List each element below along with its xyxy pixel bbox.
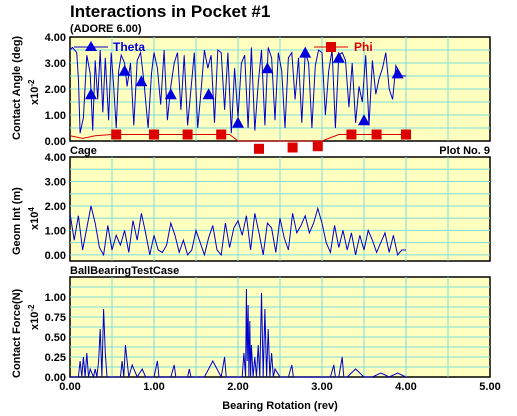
panel-2-plot-number: Plot No. 9 [439, 145, 490, 157]
theta-marker [391, 67, 404, 79]
panel-3-ylabel: Contact Force(N) [11, 288, 23, 378]
legend-theta-label: Theta [113, 40, 145, 54]
y-tick-label: 4.00 [45, 152, 66, 164]
panel-3-scale: x10-2 [27, 304, 41, 330]
y-tick-label: 1.00 [45, 292, 66, 304]
y-tick-label: 0.00 [45, 136, 66, 148]
panel-1-scale: x10-2 [27, 79, 41, 105]
x-axis-ticks: 0.00 1.00 2.00 3.00 4.00 5.00 [59, 381, 500, 393]
theta-marker [358, 114, 370, 126]
panel-2-ylabel: Geom Int (m) [11, 187, 23, 255]
chart-subtitle: (ADORE 6.00) [70, 23, 142, 35]
theta-marker [261, 62, 274, 74]
x-tick-label: 0.00 [59, 381, 80, 393]
phi-marker [371, 129, 382, 140]
legend-theta-marker [85, 41, 97, 51]
panel-3-y-ticks: 0.00 0.25 0.50 0.75 1.00 [45, 292, 66, 384]
panel-1-ylabel: Contact Angle (deg) [11, 36, 23, 140]
panel-1-legend: Theta Phi [74, 40, 373, 54]
y-tick-label: 2.00 [45, 84, 66, 96]
y-tick-label: 1.00 [45, 225, 66, 237]
phi-marker [216, 129, 227, 140]
panel-2-series [69, 205, 406, 257]
x-tick-label: 3.00 [311, 381, 332, 393]
y-tick-label: 0.25 [45, 352, 66, 364]
y-tick-label: 4.00 [45, 32, 66, 44]
panel-2-title: Cage [70, 145, 97, 157]
phi-marker [346, 129, 357, 140]
panel-3-series [70, 288, 407, 379]
theta-marker [202, 88, 215, 100]
panel-1-y-ticks: 0.00 1.00 2.00 3.00 4.00 [45, 32, 66, 148]
phi-marker [254, 143, 264, 154]
chart-title: Interactions in Pocket #1 [70, 2, 270, 21]
phi-marker [312, 141, 323, 152]
theta-marker [164, 88, 177, 100]
y-tick-label: 3.00 [45, 176, 66, 188]
x-axis-label: Bearing Rotation (rev) [222, 400, 338, 412]
y-tick-label: 0.00 [45, 372, 66, 384]
legend-phi-marker [326, 42, 336, 52]
panel-1-series [69, 46, 411, 154]
legend-phi-label: Phi [354, 40, 373, 54]
y-tick-label: 1.00 [45, 110, 66, 122]
x-tick-label: 1.00 [143, 381, 164, 393]
x-tick-label: 5.00 [479, 381, 500, 393]
theta-marker [118, 64, 131, 76]
panel-3-grid [70, 277, 490, 377]
theta-marker [332, 51, 345, 63]
phi-marker [111, 129, 122, 140]
y-tick-label: 0.75 [45, 312, 66, 324]
theta-marker [232, 116, 244, 128]
theta-marker [135, 75, 148, 87]
x-tick-label: 4.00 [395, 381, 416, 393]
y-tick-label: 0.00 [45, 250, 66, 262]
series-line-geom-int [69, 205, 406, 257]
phi-marker [149, 129, 159, 140]
y-tick-label: 0.50 [45, 332, 66, 344]
panel-2-y-ticks: 0.00 1.00 2.00 3.00 4.00 [45, 152, 66, 262]
panel-2-scale: x104 [27, 207, 41, 230]
series-line-contact-force [70, 288, 407, 379]
x-tick-label: 2.00 [227, 381, 248, 393]
series-line-theta [69, 46, 406, 134]
y-tick-label: 2.00 [45, 201, 66, 213]
phi-marker [182, 129, 193, 140]
y-tick-label: 3.00 [45, 58, 66, 70]
panel-3-title: BallBearingTestCase [70, 265, 179, 277]
theta-marker [299, 46, 312, 58]
phi-marker [287, 142, 298, 153]
series-line-phi [69, 134, 406, 142]
theta-marker [85, 88, 97, 100]
phi-marker [401, 129, 411, 140]
